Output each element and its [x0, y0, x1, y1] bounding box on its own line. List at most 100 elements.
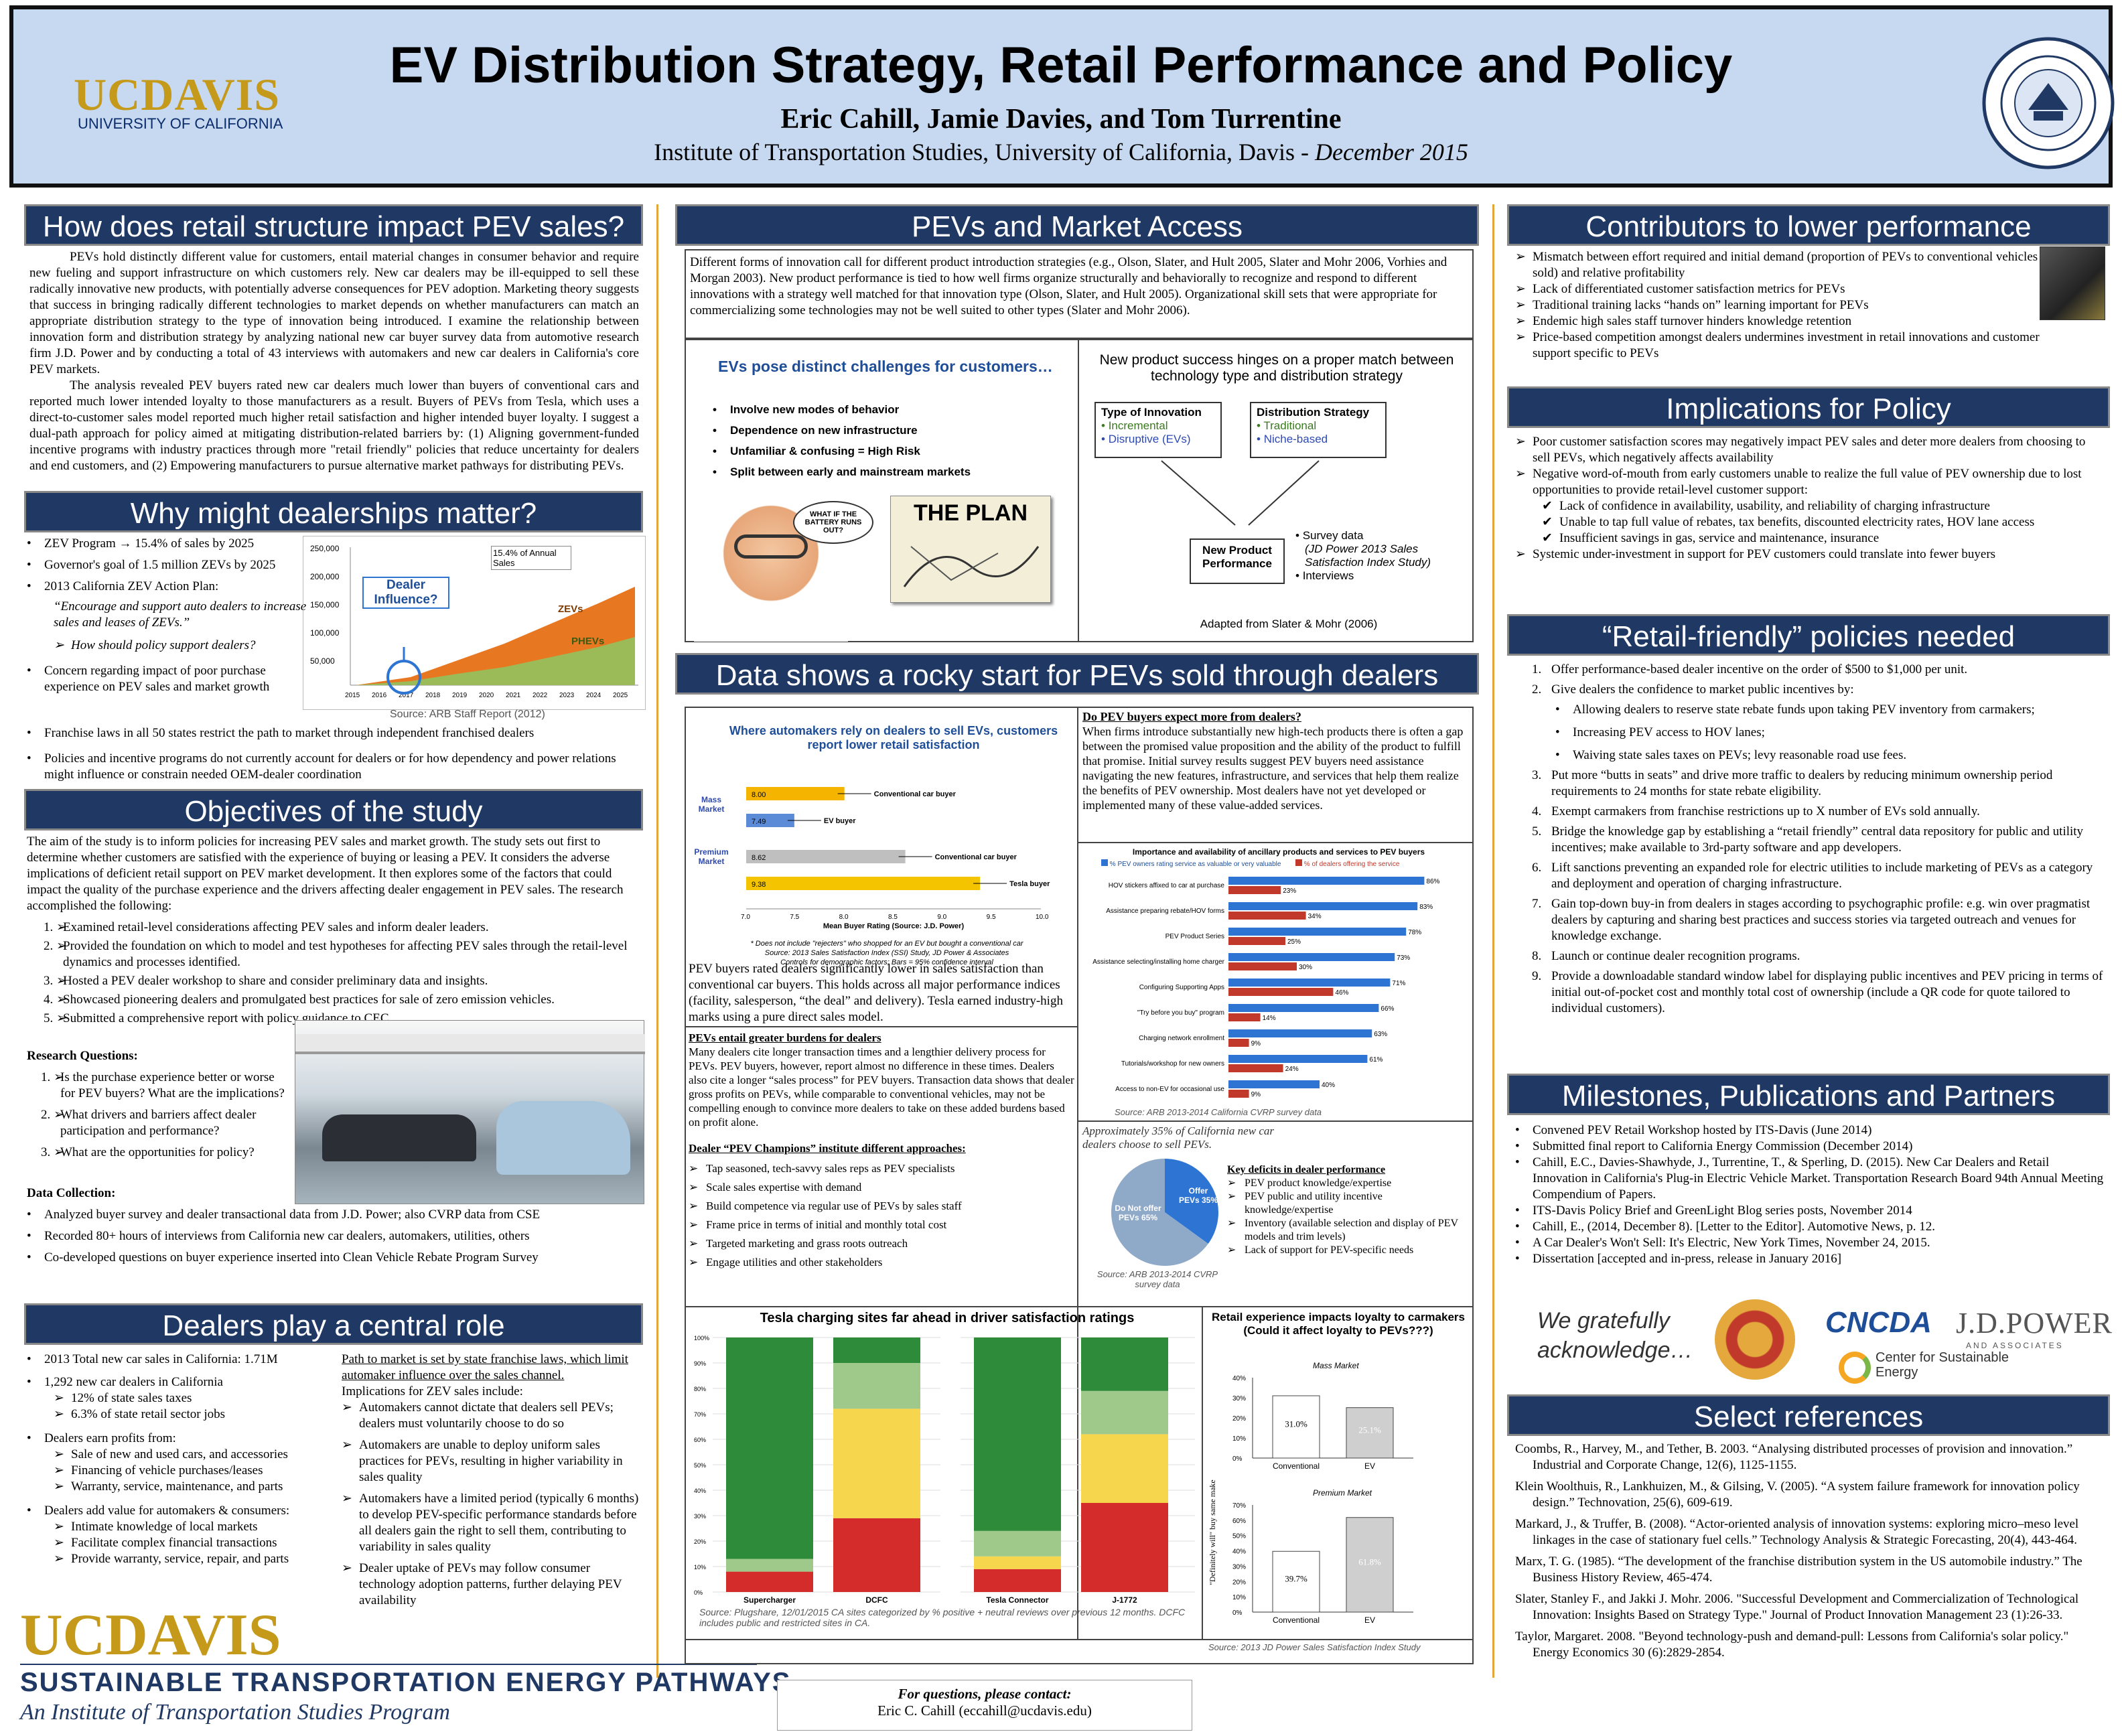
reference-item: Markard, J., & Truffer, B. (2008). “Acto… [1515, 1517, 2079, 1547]
bar-owners [1228, 1004, 1379, 1012]
chart-annotation: Dealer Influence? [362, 577, 449, 609]
series-label-zevs: ZEVs [558, 603, 583, 615]
section-title: How does retail structure impact PEV sal… [24, 204, 643, 246]
section-text: Data Collection: Analyzed buyer survey a… [27, 1185, 640, 1266]
x-tick-label: 2018 [425, 692, 441, 699]
list-item: Cahill, E., (2014, December 8). [Letter … [1515, 1219, 2105, 1235]
section-title: Objectives of the study [24, 789, 643, 830]
y-tick-label: 50% [1232, 1533, 1246, 1540]
list-item: Analyzed buyer survey and dealer transac… [27, 1207, 640, 1223]
program-name: SUSTAINABLE TRANSPORTATION ENERGY PATHWA… [20, 1668, 792, 1697]
bar-value-label: 7.49 [752, 818, 766, 826]
section-text: Franchise laws in all 50 states restrict… [27, 725, 636, 783]
list-item: A Car Dealer's Won't Sell: It's Electric… [1515, 1235, 2105, 1251]
list-item: Co-developed questions on buyer experien… [27, 1250, 640, 1266]
bar [746, 787, 845, 800]
y-tick-label: 10% [694, 1564, 706, 1571]
section-text: ZEV Program → 15.4% of sales by 2025 Gov… [27, 536, 308, 695]
divider [20, 1664, 757, 1665]
speech-bubble: WHAT IF THE BATTERY RUNS OUT? [793, 501, 873, 544]
reference-item: Coombs, R., Harvey, M., and Tether, B. 2… [1515, 1442, 2073, 1472]
poster-header: UCDAVIS UNIVERSITY OF CALIFORNIA EV Dist… [9, 5, 2115, 188]
cse-logo: Center for Sustainable Energy [1876, 1350, 2009, 1380]
list-item: Unfamiliar & confusing = High Risk [713, 441, 1074, 461]
charging-station-photo [295, 1020, 645, 1204]
x-tick-label: 8.5 [888, 914, 898, 921]
cse-logo-icon [1839, 1352, 1871, 1384]
bar-dealers [1228, 886, 1281, 894]
y-tick-label: 20% [1232, 1415, 1246, 1423]
stack-segment [726, 1571, 813, 1592]
section-title: Dealers play a central role [24, 1303, 643, 1345]
list-item: Recorded 80+ hours of interviews from Ca… [27, 1228, 640, 1244]
data-sources: • Survey data (JD Power 2013 Sales Satis… [1295, 529, 1431, 582]
chart-title: Where automakers rely on dealers to sell… [729, 724, 1058, 751]
stack-segment [1081, 1503, 1168, 1592]
diagram-arrows [1161, 460, 1320, 526]
list-item: Examined retail-level considerations aff… [56, 920, 640, 936]
stack-segment [726, 1337, 813, 1559]
group-label: Premium Market [1313, 1488, 1372, 1498]
section-title: Why might dealerships matter? [24, 491, 643, 532]
section-text: Research Questions: Is the purchase expe… [27, 1048, 291, 1161]
section-title: “Retail-friendly” policies needed [1507, 614, 2110, 656]
y-axis-label: "Definitely will" buy same make [1208, 1479, 1217, 1585]
bar-value-label: 39.7% [1285, 1574, 1307, 1584]
poster-authors: Eric Cahill, Jamie Davies, and Tom Turre… [780, 104, 1342, 135]
bar-value-label: 8.62 [752, 854, 766, 862]
jdpower-logo-sub: AND ASSOCIATES [1966, 1341, 2064, 1350]
bar-category-label: Conventional car buyer [874, 790, 957, 798]
bar-value-label: 30% [1299, 964, 1312, 971]
category-label: "Try before you buy" program [1137, 1009, 1224, 1017]
bar [746, 850, 906, 863]
chart-callout: 15.4% of Annual Sales [491, 546, 571, 570]
bar [1272, 1550, 1320, 1613]
diagram-title: New product success hinges on a proper m… [1099, 352, 1454, 384]
chart-source: Source: 2013 JD Power Sales Satisfaction… [1208, 1642, 1421, 1652]
innovation-type-box: Type of Innovation • Incremental • Disru… [1094, 402, 1222, 458]
y-tick-label: 20% [1232, 1579, 1246, 1586]
references-list: Coombs, R., Harvey, M., and Tether, B. 2… [1515, 1441, 2105, 1666]
section-title: Implications for Policy [1507, 386, 2110, 428]
group-label: Mass Market [698, 795, 725, 814]
legend-item: % of dealers offering the service [1295, 859, 1399, 868]
bar-value-label: 34% [1308, 913, 1322, 920]
category-label: Charging network enrollment [1139, 1035, 1224, 1042]
plan-sketch-photo: THE PLAN [890, 496, 1051, 603]
category-label: Configuring Supporting Apps [1139, 984, 1224, 991]
y-tick-label: 40% [694, 1488, 706, 1494]
list-item: Tap seasoned, tech-savvy sales reps as P… [689, 1159, 1074, 1178]
bar-dealers [1228, 937, 1285, 945]
category-label: Tutorials/workshop for new owners [1121, 1060, 1224, 1068]
list-item: What drivers and barriers affect dealer … [54, 1107, 291, 1139]
y-tick-label: 90% [694, 1360, 706, 1367]
uc-seal-icon [1982, 37, 2115, 169]
pie-label: Do Not offer PEVs 65% [1115, 1204, 1161, 1222]
list-item: ITS-Davis Policy Brief and GreenLight Bl… [1515, 1203, 2105, 1219]
x-tick-label: 10.0 [1036, 914, 1049, 921]
bar-category-label: EV buyer [824, 817, 856, 825]
y-tick-label: 80% [694, 1386, 706, 1392]
bar-value-label: 25% [1287, 938, 1301, 946]
x-tick-label: 9.0 [937, 914, 946, 921]
bar-value-label: 9% [1251, 1091, 1261, 1098]
pie-slice [1165, 1159, 1218, 1244]
section-text: Offer performance-based dealer incentive… [1515, 662, 2105, 1017]
bar-dealers [1228, 912, 1306, 920]
bar-dealers [1228, 1090, 1249, 1098]
y-tick-label: 10% [1232, 1435, 1246, 1443]
list-item: Split between early and mainstream marke… [713, 461, 1074, 482]
list-item: Targeted marketing and grass roots outre… [689, 1234, 1074, 1253]
x-tick-label: 2020 [479, 692, 494, 699]
list-item: Involve new modes of behavior [713, 399, 1074, 420]
bar-dealers [1228, 1064, 1283, 1072]
poster-title: EV Distribution Strategy, Retail Perform… [389, 37, 1733, 94]
bar-value-label: 46% [1335, 989, 1348, 997]
y-tick-label: 30% [1232, 1563, 1246, 1571]
bar-owners [1228, 979, 1391, 987]
intro-box: Different forms of innovation call for d… [685, 249, 1474, 339]
bar-value-label: 31.0% [1285, 1419, 1307, 1429]
stack-segment [1081, 1434, 1168, 1503]
reference-item: Klein Woolthuis, R., Lankhuizen, M., & G… [1515, 1479, 2080, 1510]
expect-text: Do PEV buyers expect more from dealers? … [1082, 710, 1464, 812]
